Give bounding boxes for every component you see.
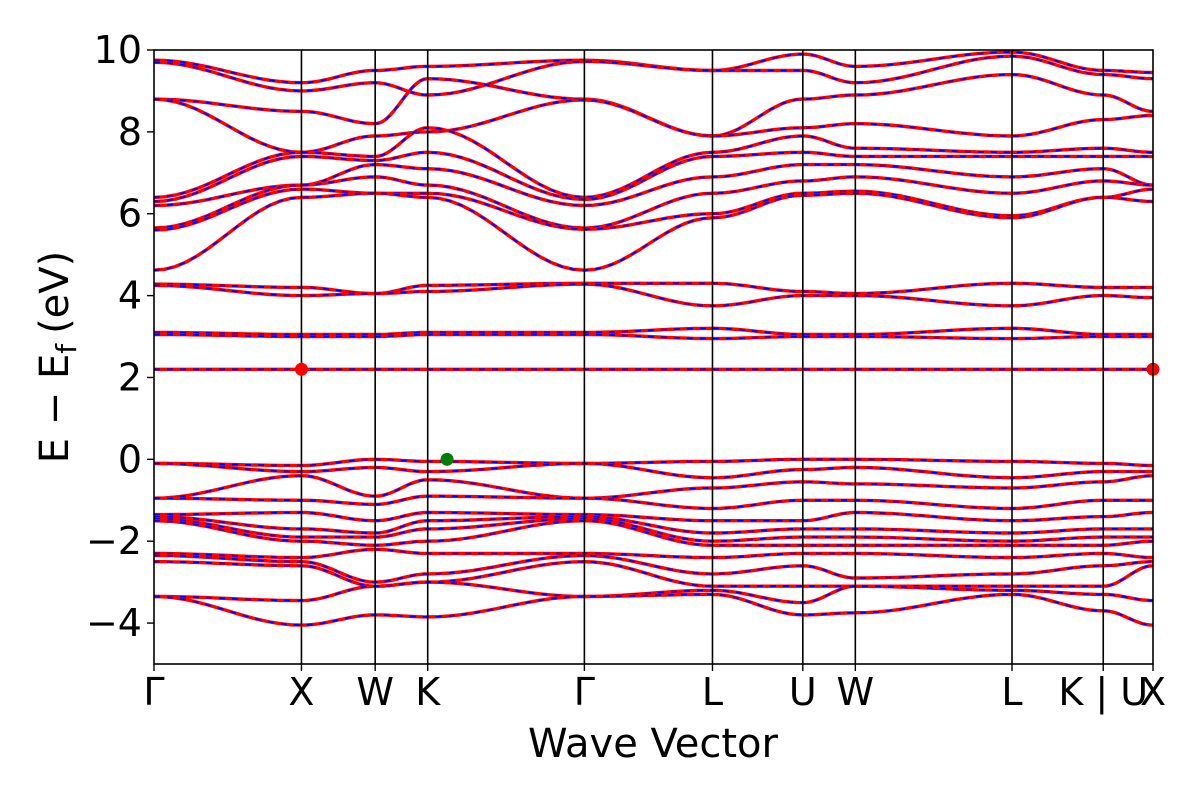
y-axis-title-unit: (eV) xyxy=(32,251,78,334)
y-axis-title-subscript: f xyxy=(50,343,83,354)
band-line-spin-down xyxy=(153,126,1153,199)
band-line-spin-down xyxy=(153,554,1153,584)
x-axis-title: Wave Vector xyxy=(528,721,779,767)
band-line-spin-up xyxy=(154,510,1154,523)
band-line-spin-up xyxy=(153,553,1153,584)
x-tick-label: Γ xyxy=(574,670,595,714)
band-line-spin-up xyxy=(153,281,1153,296)
band-line-spin-up xyxy=(154,547,1154,560)
band-line-spin-down xyxy=(153,175,1154,230)
x-tick-label: K | U xyxy=(1058,670,1148,715)
band-line-spin-down xyxy=(153,192,1154,272)
x-tick-label: L xyxy=(702,670,723,714)
y-tick-label: 10 xyxy=(94,28,142,72)
y-tick-label: 4 xyxy=(118,274,142,318)
band-line-spin-up xyxy=(154,494,1153,511)
y-tick-label: 6 xyxy=(118,192,142,236)
band-line-spin-down xyxy=(153,519,1154,547)
band-line-spin-down xyxy=(153,55,1154,96)
band-line-spin-down xyxy=(153,474,1154,500)
y-axis-title: E − Ef (eV) xyxy=(32,251,83,464)
x-tick-label: Γ xyxy=(143,670,164,714)
band-line-spin-down xyxy=(154,560,1154,588)
band-edge-marker xyxy=(440,452,454,466)
y-tick-label: −4 xyxy=(86,601,142,645)
x-tick-label: U xyxy=(789,670,817,714)
y-axis-ticks: 10 8 6 4 2 0 −2 −4 xyxy=(86,28,154,645)
band-edge-marker xyxy=(294,362,308,376)
kpoint-lines xyxy=(300,50,1105,664)
y-axis-title-main: E − E xyxy=(32,354,78,464)
y-tick-label: 2 xyxy=(118,355,142,399)
band-line-spin-down xyxy=(153,98,1153,154)
x-tick-label: L xyxy=(1001,670,1022,714)
band-line-spin-down xyxy=(153,458,1154,467)
x-tick-label: X xyxy=(1140,670,1166,714)
band-line-spin-up xyxy=(153,191,1154,272)
band-line-spin-down xyxy=(154,333,1153,340)
x-tick-label: X xyxy=(288,670,314,714)
band-line-spin-down xyxy=(153,327,1153,336)
y-tick-label: −2 xyxy=(86,519,142,563)
y-tick-label: 0 xyxy=(118,437,142,481)
markers-layer xyxy=(294,362,1160,466)
plot-frame xyxy=(153,49,1154,665)
bands-layer xyxy=(153,50,1154,627)
band-line-spin-down xyxy=(153,151,1153,203)
x-tick-label: W xyxy=(837,670,875,714)
x-tick-label: K xyxy=(415,670,441,714)
y-tick-label: 8 xyxy=(118,110,142,154)
band-line-spin-up xyxy=(153,126,1153,200)
band-line-spin-up xyxy=(153,97,1153,155)
x-tick-label: W xyxy=(356,670,394,714)
